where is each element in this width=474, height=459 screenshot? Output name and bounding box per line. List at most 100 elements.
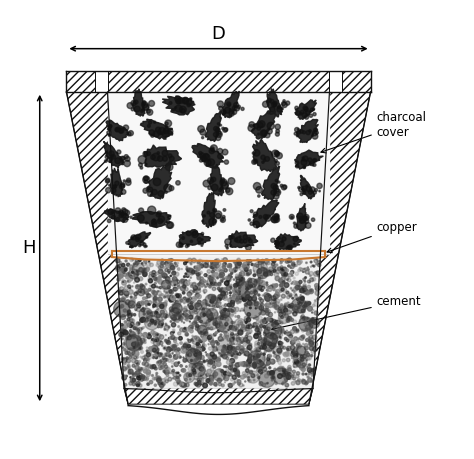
- Circle shape: [211, 362, 214, 364]
- Circle shape: [257, 269, 262, 274]
- Circle shape: [217, 342, 219, 345]
- Circle shape: [203, 308, 204, 309]
- Circle shape: [118, 269, 122, 273]
- Circle shape: [300, 288, 305, 293]
- Circle shape: [214, 126, 218, 131]
- Circle shape: [123, 268, 127, 272]
- Circle shape: [247, 301, 252, 305]
- Circle shape: [219, 270, 224, 274]
- Circle shape: [137, 215, 144, 222]
- Circle shape: [133, 262, 138, 267]
- Circle shape: [186, 260, 188, 263]
- Circle shape: [295, 311, 297, 312]
- Circle shape: [202, 337, 207, 341]
- Circle shape: [280, 304, 283, 306]
- Circle shape: [144, 176, 148, 181]
- Circle shape: [166, 350, 168, 351]
- Circle shape: [192, 282, 196, 286]
- Circle shape: [124, 331, 128, 335]
- Circle shape: [312, 164, 314, 166]
- Circle shape: [255, 344, 259, 348]
- Circle shape: [197, 261, 200, 264]
- Circle shape: [152, 284, 155, 288]
- Circle shape: [270, 107, 275, 112]
- Circle shape: [282, 312, 283, 313]
- Circle shape: [142, 263, 143, 264]
- Circle shape: [146, 372, 150, 376]
- Circle shape: [164, 353, 166, 355]
- Circle shape: [287, 279, 288, 280]
- Circle shape: [123, 343, 125, 345]
- Circle shape: [294, 265, 296, 267]
- Circle shape: [243, 375, 246, 378]
- Circle shape: [148, 288, 151, 291]
- Circle shape: [196, 337, 200, 341]
- Circle shape: [207, 277, 216, 286]
- Circle shape: [229, 326, 233, 329]
- Circle shape: [306, 301, 310, 306]
- Circle shape: [286, 358, 290, 362]
- Circle shape: [312, 304, 315, 307]
- Circle shape: [165, 317, 166, 319]
- Circle shape: [216, 213, 221, 219]
- Circle shape: [155, 311, 157, 314]
- Circle shape: [115, 158, 121, 164]
- Circle shape: [293, 320, 297, 324]
- Circle shape: [161, 354, 164, 356]
- Circle shape: [157, 319, 160, 322]
- Circle shape: [185, 273, 187, 274]
- Circle shape: [237, 292, 240, 295]
- Circle shape: [239, 281, 256, 298]
- Circle shape: [174, 355, 175, 356]
- Circle shape: [183, 262, 187, 265]
- Circle shape: [146, 267, 149, 271]
- Circle shape: [213, 333, 216, 336]
- Circle shape: [257, 133, 259, 135]
- Circle shape: [165, 120, 172, 127]
- Circle shape: [210, 264, 215, 268]
- Circle shape: [290, 267, 291, 269]
- Circle shape: [120, 277, 123, 280]
- Circle shape: [185, 343, 186, 345]
- Circle shape: [160, 366, 163, 369]
- Circle shape: [165, 339, 169, 343]
- Circle shape: [310, 187, 315, 192]
- Circle shape: [152, 190, 157, 195]
- Circle shape: [222, 127, 224, 130]
- Circle shape: [167, 314, 171, 318]
- Circle shape: [229, 375, 230, 376]
- Circle shape: [177, 312, 179, 314]
- Circle shape: [300, 296, 304, 301]
- Circle shape: [215, 265, 218, 268]
- Circle shape: [170, 345, 175, 350]
- Circle shape: [186, 231, 191, 236]
- Circle shape: [167, 259, 172, 263]
- Circle shape: [248, 125, 255, 131]
- Circle shape: [161, 341, 162, 342]
- Circle shape: [169, 355, 172, 358]
- Circle shape: [236, 279, 240, 283]
- Circle shape: [182, 383, 186, 387]
- Circle shape: [115, 128, 118, 131]
- Circle shape: [169, 186, 174, 190]
- Circle shape: [237, 372, 238, 374]
- Circle shape: [194, 358, 198, 361]
- Circle shape: [294, 360, 299, 364]
- Circle shape: [186, 346, 190, 350]
- Circle shape: [186, 273, 189, 276]
- Circle shape: [299, 217, 303, 220]
- Circle shape: [153, 298, 157, 302]
- Circle shape: [287, 348, 289, 350]
- Circle shape: [200, 308, 201, 309]
- Circle shape: [280, 284, 283, 287]
- Circle shape: [260, 280, 264, 285]
- Circle shape: [309, 335, 313, 338]
- Circle shape: [241, 107, 244, 111]
- Circle shape: [131, 299, 135, 303]
- Circle shape: [287, 245, 292, 250]
- Circle shape: [260, 288, 264, 291]
- Circle shape: [213, 320, 215, 321]
- Circle shape: [230, 330, 233, 334]
- Circle shape: [110, 125, 112, 127]
- Circle shape: [168, 280, 170, 283]
